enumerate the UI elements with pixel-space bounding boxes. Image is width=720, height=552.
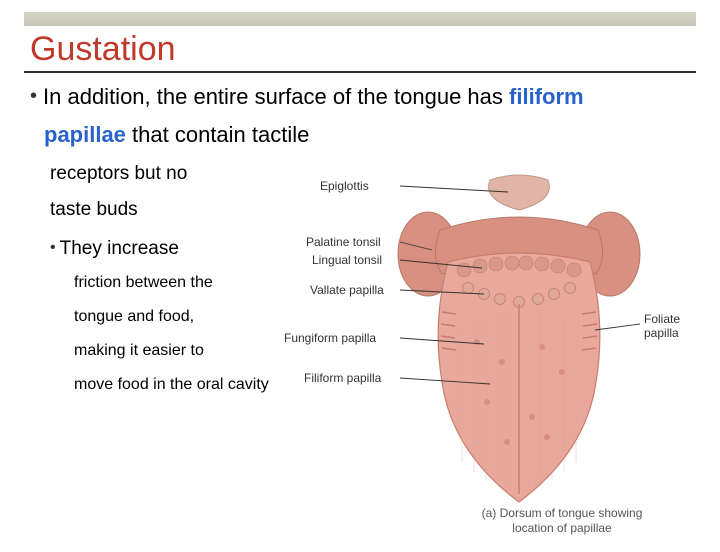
label-epiglottis: Epiglottis [320, 179, 369, 193]
caption-line1: (a) Dorsum of tongue showing [482, 506, 643, 520]
text-bold2: papillae [44, 122, 126, 147]
diagram-caption: (a) Dorsum of tongue showing location of… [442, 506, 682, 536]
label-vallate: Vallate papilla [310, 283, 384, 297]
bullet-dot: • [30, 81, 37, 111]
main-text-line2: papillae that contain tactile [30, 119, 720, 151]
label-palatine: Palatine tonsil [306, 235, 381, 249]
label-filiform: Filiform papilla [304, 371, 381, 385]
epiglottis-shape [489, 175, 550, 210]
text-post: that contain tactile [126, 122, 309, 147]
main-text-line1: In addition, the entire surface of the t… [43, 81, 584, 113]
label-fungiform: Fungiform papilla [284, 331, 376, 345]
label-lingual: Lingual tonsil [312, 253, 382, 267]
caption-line2: location of papillae [512, 521, 611, 535]
title-underline [24, 71, 696, 73]
main-bullet-row: • In addition, the entire surface of the… [30, 81, 720, 113]
title-accent-bar [24, 12, 696, 26]
slide-title: Gustation [0, 26, 720, 71]
text-pre: In addition, the entire surface of the t… [43, 84, 509, 109]
tongue-diagram: Epiglottis Palatine tonsil Lingual tonsi… [312, 162, 712, 542]
label-foliate: Foliate papilla [644, 312, 680, 340]
text-bold1: filiform [509, 84, 584, 109]
sub-bullet-text: They increase [60, 235, 179, 263]
sub-bullet-dot: • [50, 235, 56, 261]
